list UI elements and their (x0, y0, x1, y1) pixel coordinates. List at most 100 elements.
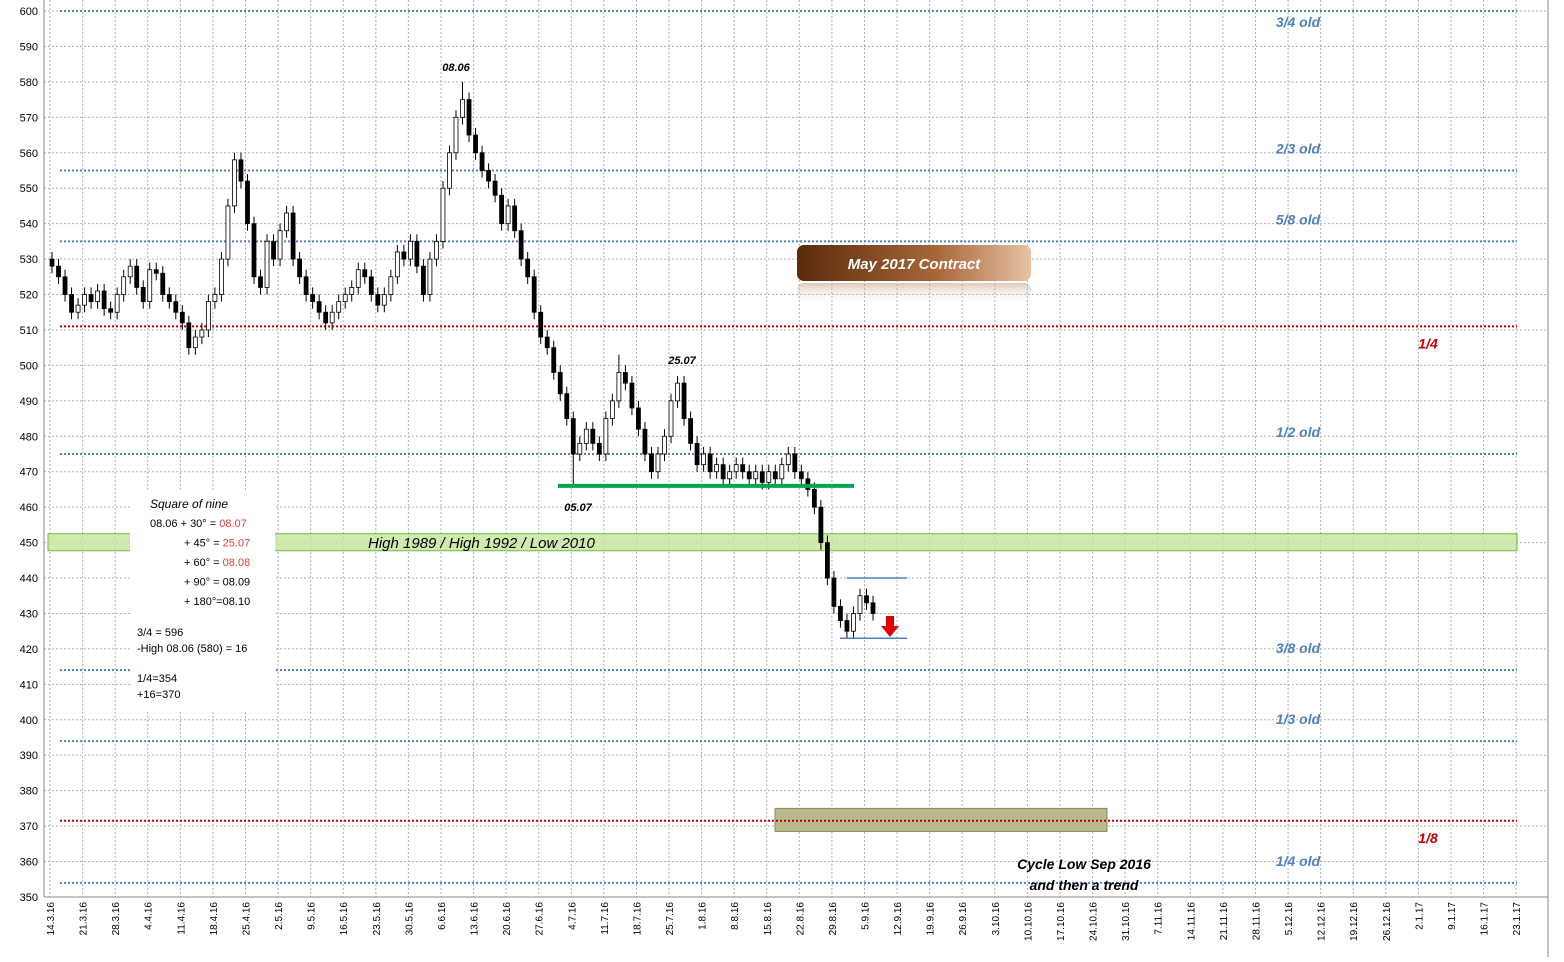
candle-body (544, 336, 550, 349)
candle-body (127, 265, 133, 278)
x-tick-label: 16.5.16 (339, 902, 350, 936)
candle-body (492, 180, 498, 196)
candle-body (655, 453, 661, 473)
contract-badge: May 2017 Contract (797, 245, 1031, 305)
candle-body (303, 276, 309, 295)
candle-body (258, 276, 263, 288)
x-tick-label: 18.7.16 (632, 902, 643, 936)
candle-body (407, 240, 413, 260)
x-tick-label: 4.4.16 (144, 902, 155, 930)
x-tick-label: 6.6.16 (437, 902, 448, 930)
candle-body (323, 311, 329, 324)
candle-body (473, 134, 478, 154)
x-tick-label: 7.11.16 (1154, 902, 1165, 935)
y-tick-label: 550 (20, 183, 38, 195)
note-title: Square of nine (150, 497, 228, 511)
candle-body (134, 265, 140, 288)
x-tick-label: 17.10.16 (1056, 902, 1067, 941)
y-tick-label: 390 (20, 750, 38, 762)
y-tick-label: 420 (20, 644, 38, 656)
x-tick-label: 18.4.16 (209, 902, 220, 936)
candle-body (479, 152, 485, 171)
candle-body (681, 382, 687, 419)
candle-body (766, 471, 772, 483)
down-arrow (881, 616, 899, 637)
candle-body (381, 294, 387, 306)
candle-body (636, 407, 641, 430)
x-tick-label: 21.11.16 (1219, 902, 1230, 941)
candle-body (603, 418, 609, 455)
y-tick-label: 570 (20, 112, 38, 124)
candle-body (818, 506, 824, 544)
note-line: + 60° = 08.08 (184, 557, 250, 569)
candle-body (551, 347, 557, 373)
x-tick-label: 9.1.17 (1447, 902, 1458, 930)
candle-body (414, 240, 420, 267)
candle-body (245, 180, 250, 225)
candle-body (720, 464, 726, 480)
candle-body (290, 212, 296, 260)
candle-body (225, 205, 231, 260)
x-tick-label: 25.7.16 (665, 902, 676, 936)
candle-body (440, 187, 446, 242)
level-label: 1/3 old (1276, 711, 1321, 727)
candle-body (147, 269, 153, 303)
y-tick-label: 490 (20, 396, 38, 408)
candle-body (466, 99, 472, 136)
note-calc: 3/4 = 596 (137, 627, 183, 639)
candle-body (629, 382, 635, 409)
candle-body (662, 435, 667, 455)
candle-body (101, 290, 107, 310)
candle-body (851, 613, 856, 632)
candle-body (668, 400, 674, 437)
y-tick-label: 350 (20, 892, 38, 904)
x-tick-label: 9.5.16 (307, 902, 318, 930)
x-tick-label: 16.1.17 (1480, 902, 1491, 936)
note-calc: -High 08.06 (580) = 16 (137, 643, 247, 655)
candle-body (401, 251, 407, 260)
level-label: 1/8 (1418, 830, 1438, 846)
candle-body (864, 595, 869, 604)
candle-body (179, 311, 185, 324)
candle-body (421, 265, 426, 295)
candle-body (772, 471, 778, 480)
candle-body (264, 240, 270, 288)
candle-body (759, 471, 765, 483)
level-label: 2/3 old (1275, 140, 1321, 156)
candle-body (525, 258, 531, 278)
candle-body (49, 258, 55, 267)
candle-body (792, 453, 798, 473)
candle-body (349, 287, 355, 295)
candle-body (173, 301, 179, 313)
candle-body (499, 194, 505, 225)
x-tick-label: 14.3.16 (46, 902, 57, 936)
candle-body (753, 471, 759, 480)
candle-body (388, 276, 394, 295)
note-date: 08.07 (219, 518, 247, 530)
level-label: 3/8 old (1276, 640, 1321, 656)
candle-body (121, 276, 127, 295)
note-line: + 90° = 08.09 (184, 577, 250, 589)
x-tick-label: 11.7.16 (600, 902, 611, 935)
level-label: 3/4 old (1276, 14, 1321, 30)
candle-body (486, 170, 491, 182)
x-tick-label: 27.6.16 (535, 902, 546, 936)
zone (47, 533, 1518, 552)
note-text: + 60° = (184, 557, 223, 569)
y-tick-label: 480 (20, 431, 38, 443)
x-tick-label: 2.1.17 (1414, 902, 1425, 930)
candle-body (688, 418, 693, 444)
candle-body (277, 230, 283, 260)
x-tick-label: 10.10.16 (1023, 902, 1034, 941)
candle-body (616, 372, 622, 402)
candle-body (394, 251, 400, 278)
candle-body (577, 442, 583, 455)
badge-box (797, 245, 1031, 281)
candle-body (219, 258, 224, 295)
candle-body (642, 428, 648, 455)
candle-body (798, 471, 804, 480)
candle-body (62, 276, 68, 295)
candle-body (95, 290, 101, 303)
candle-body (69, 294, 74, 313)
